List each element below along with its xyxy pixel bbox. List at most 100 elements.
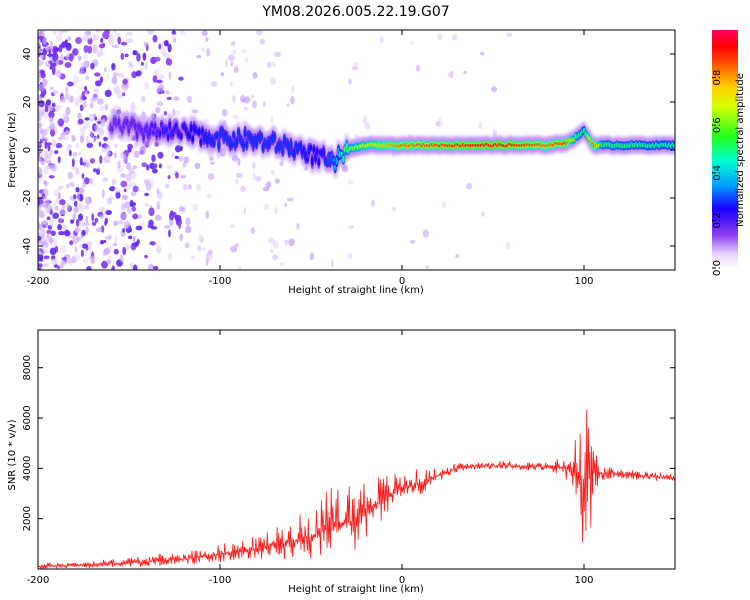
- noise-speckle: [463, 70, 467, 75]
- noise-speckle: [48, 237, 54, 243]
- noise-speckle: [117, 36, 121, 45]
- noise-speckle: [149, 241, 156, 246]
- noise-speckle: [93, 88, 99, 93]
- x-tick-label: -100: [209, 276, 232, 287]
- noise-speckle: [126, 38, 134, 43]
- noise-speckle: [75, 219, 80, 227]
- noise-speckle: [99, 240, 105, 245]
- noise-speckle: [165, 58, 173, 66]
- noise-speckle: [152, 265, 159, 270]
- noise-speckle: [154, 214, 162, 221]
- noise-speckle: [126, 206, 132, 215]
- noise-speckle: [100, 48, 103, 57]
- noise-speckle: [38, 267, 42, 270]
- spectrogram-x-ticks: -200 -100 0 100: [27, 30, 594, 287]
- spectrogram-y-label: Frequency (Hz): [7, 112, 18, 188]
- noise-speckle: [235, 172, 243, 178]
- noise-speckle: [99, 214, 105, 219]
- ridge-mid: [289, 140, 293, 150]
- noise-speckle: [146, 164, 150, 171]
- noise-speckle: [75, 168, 80, 175]
- noise-speckle: [131, 206, 136, 212]
- noise-speckle: [265, 181, 272, 189]
- noise-speckle: [196, 54, 202, 59]
- noise-speckle: [44, 209, 51, 214]
- noise-speckle: [85, 75, 90, 80]
- noise-speckle: [88, 177, 94, 185]
- spectrogram-panel: -200 -100 0 100 40 20 0 -20 -40 Height of strai…: [7, 29, 746, 296]
- noise-speckle: [132, 50, 138, 56]
- x-tick-label: 100: [574, 575, 593, 586]
- figure-title: YM08.2026.005.22.19.G07: [261, 4, 449, 20]
- noise-speckle: [183, 156, 190, 164]
- noise-speckle: [127, 143, 133, 150]
- noise-speckle: [74, 97, 79, 107]
- noise-speckle: [125, 162, 132, 170]
- noise-speckle: [438, 117, 442, 123]
- noise-speckle: [167, 252, 173, 261]
- noise-speckle: [128, 61, 133, 65]
- noise-speckle: [104, 220, 107, 227]
- noise-speckle: [124, 220, 129, 229]
- noise-speckle: [59, 199, 66, 206]
- noise-speckle: [268, 237, 275, 244]
- noise-speckle: [83, 222, 90, 226]
- y-tick-label: 4000: [22, 456, 33, 481]
- noise-speckle: [55, 33, 63, 43]
- noise-speckle: [84, 205, 90, 210]
- noise-speckle: [66, 257, 73, 263]
- noise-speckle: [149, 204, 153, 208]
- noise-speckle: [52, 89, 59, 95]
- noise-speckle: [263, 203, 270, 211]
- noise-speckle: [250, 227, 256, 235]
- noise-speckle: [111, 62, 116, 71]
- noise-speckle: [90, 62, 95, 70]
- noise-speckle: [128, 167, 135, 175]
- ridge-mid: [150, 122, 154, 129]
- noise-speckle: [198, 234, 204, 243]
- noise-speckle: [157, 191, 163, 200]
- noise-speckle: [94, 137, 98, 141]
- noise-speckle: [178, 76, 184, 81]
- noise-speckle: [240, 49, 247, 54]
- noise-speckle: [81, 91, 85, 100]
- noise-speckle: [157, 151, 164, 159]
- noise-speckle: [270, 248, 274, 254]
- noise-speckle: [81, 173, 85, 179]
- noise-speckle: [88, 113, 95, 123]
- noise-speckle: [74, 227, 82, 233]
- noise-speckle: [48, 60, 53, 64]
- noise-speckle: [103, 136, 108, 142]
- noise-speckle: [120, 41, 128, 46]
- noise-speckle: [85, 196, 92, 205]
- noise-speckle: [84, 90, 88, 97]
- noise-speckle: [202, 247, 206, 252]
- ridge-band: [108, 108, 675, 179]
- noise-speckle: [78, 86, 86, 90]
- noise-speckle: [57, 104, 62, 111]
- noise-speckle: [144, 81, 150, 91]
- noise-speckle: [113, 79, 118, 85]
- noise-speckle: [107, 33, 114, 41]
- noise-speckle: [78, 213, 83, 221]
- noise-speckle: [57, 185, 62, 191]
- noise-speckle: [286, 103, 290, 107]
- noise-speckle: [158, 74, 165, 80]
- noise-speckle: [113, 220, 118, 226]
- noise-speckle: [152, 34, 158, 43]
- noise-speckle: [102, 31, 109, 39]
- noise-speckle: [135, 225, 143, 231]
- noise-speckle: [46, 216, 51, 220]
- noise-speckle: [102, 42, 105, 47]
- noise-speckle: [79, 104, 84, 112]
- noise-speckle: [152, 163, 158, 169]
- noise-speckle: [115, 191, 121, 199]
- colorbar-tick-label: 0.0: [712, 260, 723, 276]
- noise-speckle: [67, 203, 71, 212]
- noise-speckle: [174, 155, 179, 160]
- noise-speckle: [63, 48, 67, 52]
- noise-speckle: [98, 206, 105, 213]
- noise-speckle: [135, 241, 139, 247]
- ridge-mid: [310, 156, 314, 166]
- ridge-mid: [168, 121, 172, 131]
